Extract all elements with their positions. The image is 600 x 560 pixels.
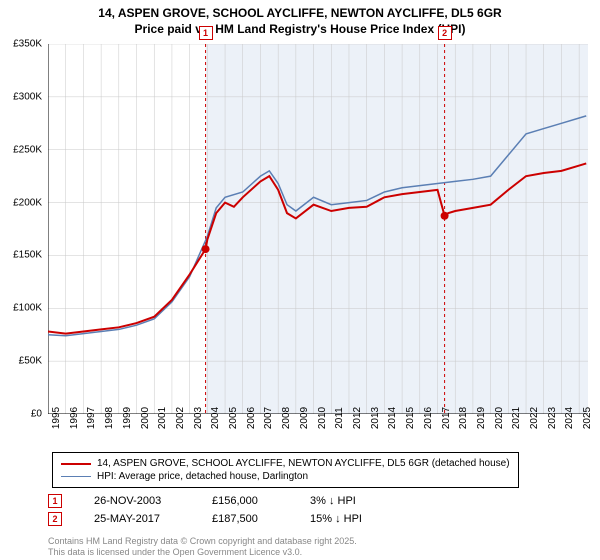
xtick-label: 2006 — [246, 407, 257, 429]
legend-item: HPI: Average price, detached house, Darl… — [61, 470, 510, 483]
footer: Contains HM Land Registry data © Crown c… — [48, 536, 357, 558]
xtick-label: 1996 — [69, 407, 80, 429]
chart-area: £0£50K£100K£150K£200K£250K£300K£350K 199… — [48, 44, 588, 414]
xtick-label: 2023 — [547, 407, 558, 429]
xtick-label: 2000 — [140, 407, 151, 429]
ytick-label: £100K — [13, 303, 42, 314]
legend-label: 14, ASPEN GROVE, SCHOOL AYCLIFFE, NEWTON… — [97, 458, 510, 469]
ytick-label: £200K — [13, 197, 42, 208]
ytick-label: £50K — [19, 356, 42, 367]
ytick-label: £300K — [13, 91, 42, 102]
sale-price: £156,000 — [212, 495, 282, 507]
chart-container: 14, ASPEN GROVE, SCHOOL AYCLIFFE, NEWTON… — [0, 0, 600, 560]
legend-swatch — [61, 476, 91, 477]
sale-marker-box: 2 — [438, 26, 452, 40]
legend-item: 14, ASPEN GROVE, SCHOOL AYCLIFFE, NEWTON… — [61, 457, 510, 470]
sale-marker-icon: 2 — [48, 512, 62, 526]
xtick-label: 2018 — [458, 407, 469, 429]
sale-row: 1 26-NOV-2003 £156,000 3% ↓ HPI — [48, 494, 356, 508]
ytick-label: £150K — [13, 250, 42, 261]
xtick-label: 1997 — [86, 407, 97, 429]
xtick-label: 2005 — [228, 407, 239, 429]
sale-marker-box: 1 — [199, 26, 213, 40]
sale-date: 26-NOV-2003 — [94, 495, 184, 507]
sale-marker-icon: 1 — [48, 494, 62, 508]
footer-line2: This data is licensed under the Open Gov… — [48, 547, 357, 558]
sale-price: £187,500 — [212, 513, 282, 525]
sale-delta: 3% ↓ HPI — [310, 495, 356, 507]
xtick-label: 2007 — [263, 407, 274, 429]
xtick-label: 2024 — [564, 407, 575, 429]
xtick-label: 2009 — [299, 407, 310, 429]
sale-delta: 15% ↓ HPI — [310, 513, 362, 525]
xtick-label: 2008 — [281, 407, 292, 429]
xtick-label: 2002 — [175, 407, 186, 429]
ytick-label: £350K — [13, 39, 42, 50]
title-line2: Price paid vs. HM Land Registry's House … — [0, 22, 600, 38]
xtick-label: 2014 — [387, 407, 398, 429]
xtick-label: 2019 — [476, 407, 487, 429]
xtick-label: 2012 — [352, 407, 363, 429]
xtick-label: 2016 — [423, 407, 434, 429]
legend-swatch — [61, 463, 91, 465]
sale-row: 2 25-MAY-2017 £187,500 15% ↓ HPI — [48, 512, 362, 526]
ytick-label: £0 — [31, 409, 42, 420]
sale-date: 25-MAY-2017 — [94, 513, 184, 525]
title-line1: 14, ASPEN GROVE, SCHOOL AYCLIFFE, NEWTON… — [0, 6, 600, 22]
xtick-label: 2010 — [317, 407, 328, 429]
legend-label: HPI: Average price, detached house, Darl… — [97, 471, 308, 482]
title-block: 14, ASPEN GROVE, SCHOOL AYCLIFFE, NEWTON… — [0, 0, 600, 37]
xtick-label: 1995 — [51, 407, 62, 429]
xtick-label: 2017 — [441, 407, 452, 429]
xtick-label: 1999 — [122, 407, 133, 429]
ytick-label: £250K — [13, 144, 42, 155]
xtick-label: 2020 — [494, 407, 505, 429]
legend: 14, ASPEN GROVE, SCHOOL AYCLIFFE, NEWTON… — [52, 452, 519, 488]
chart-svg — [48, 44, 588, 414]
footer-line1: Contains HM Land Registry data © Crown c… — [48, 536, 357, 547]
xtick-label: 2001 — [157, 407, 168, 429]
xtick-label: 2025 — [582, 407, 593, 429]
xtick-label: 2013 — [370, 407, 381, 429]
xtick-label: 1998 — [104, 407, 115, 429]
xtick-label: 2004 — [210, 407, 221, 429]
xtick-label: 2003 — [193, 407, 204, 429]
xtick-label: 2022 — [529, 407, 540, 429]
xtick-label: 2011 — [334, 407, 345, 429]
xtick-label: 2015 — [405, 407, 416, 429]
xtick-label: 2021 — [511, 407, 522, 429]
